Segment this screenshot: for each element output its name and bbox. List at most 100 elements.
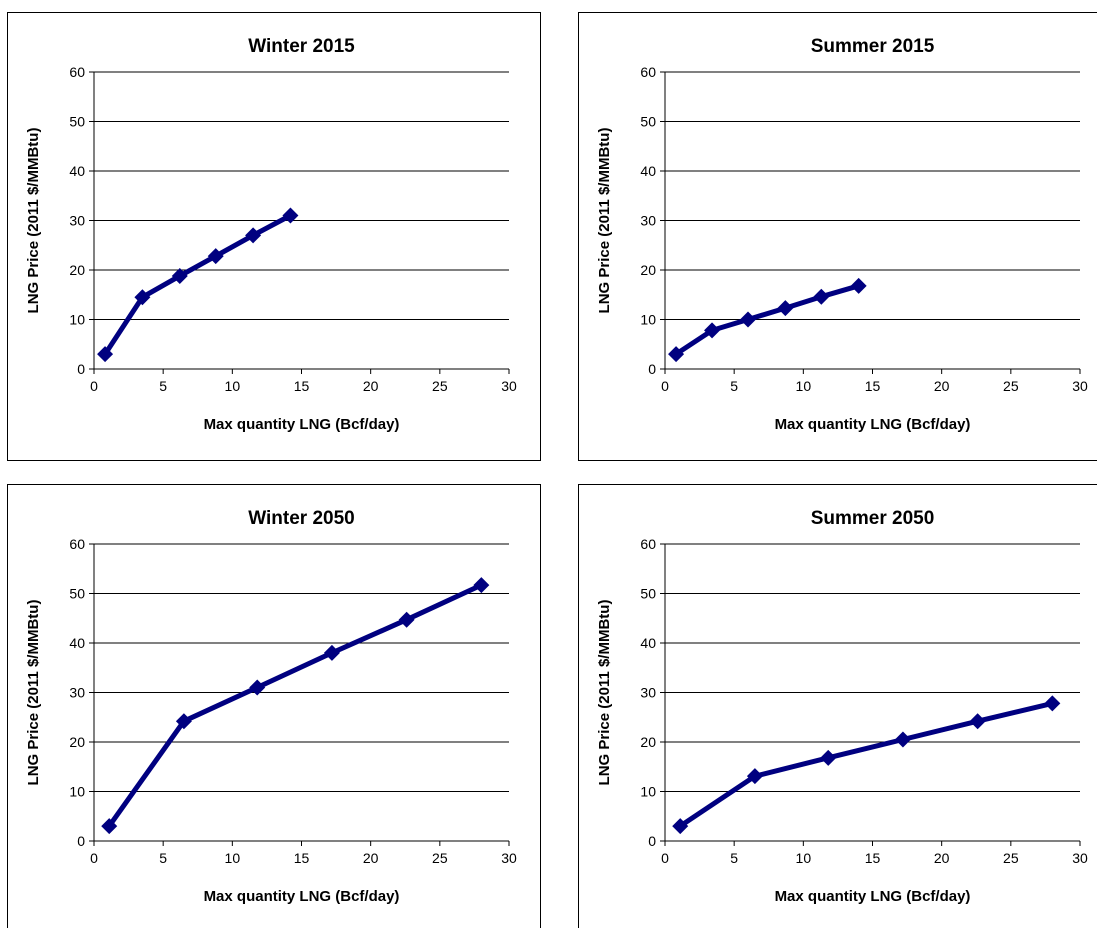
y-tick-label: 40 <box>640 635 656 651</box>
data-point <box>969 713 986 730</box>
chart-panel-winter-2015: Winter 2015 0 10 20 30 40 50 60 0 5 10 15 20 25 30 Max … <box>7 12 541 461</box>
x-tick-label: 10 <box>796 378 812 394</box>
chart-panel-summer-2050: Summer 2050 0 10 20 30 40 50 60 0 5 10 15 20 25 30 Max … <box>578 484 1097 928</box>
chart-summer-2015: Summer 2015 0 10 20 30 40 50 60 0 5 10 15 20 25 30 Max … <box>596 36 1088 433</box>
data-point <box>850 277 867 294</box>
x-tick-label: 30 <box>1072 850 1088 866</box>
x-tick-label: 20 <box>934 850 950 866</box>
y-tick-label: 10 <box>69 312 85 328</box>
y-tick-label: 0 <box>648 833 656 849</box>
data-point <box>473 577 490 594</box>
y-tick-label: 50 <box>69 586 85 602</box>
x-tick-label: 20 <box>934 378 950 394</box>
x-tick-label: 20 <box>363 378 379 394</box>
data-point <box>777 300 794 317</box>
chart-title: Winter 2050 <box>248 508 355 529</box>
y-tick-label: 60 <box>69 64 85 80</box>
y-tick-label: 40 <box>640 163 656 179</box>
y-tick-label: 60 <box>640 536 656 552</box>
x-axis-label: Max quantity LNG (Bcf/day) <box>775 888 971 905</box>
data-point <box>1044 695 1061 712</box>
y-tick-label: 30 <box>640 685 656 701</box>
y-tick-label: 10 <box>640 784 656 800</box>
x-tick-label: 10 <box>225 850 241 866</box>
y-tick-label: 30 <box>69 213 85 229</box>
chart-panel-summer-2015: Summer 2015 0 10 20 30 40 50 60 0 5 10 15 20 25 30 Max … <box>578 12 1097 461</box>
x-tick-label: 25 <box>432 378 448 394</box>
x-tick-label: 5 <box>159 850 167 866</box>
y-tick-label: 20 <box>69 734 85 750</box>
series-line <box>106 582 484 829</box>
chart-winter-2015: Winter 2015 0 10 20 30 40 50 60 0 5 10 15 20 25 30 Max … <box>25 36 517 433</box>
x-tick-label: 15 <box>865 850 881 866</box>
y-tick-label: 20 <box>640 262 656 278</box>
y-tick-label: 40 <box>69 635 85 651</box>
chart-title: Summer 2015 <box>811 36 935 57</box>
data-point <box>171 267 188 284</box>
x-tick-label: 30 <box>501 378 517 394</box>
series-line <box>673 283 862 357</box>
x-tick-label: 20 <box>363 850 379 866</box>
y-tick-label: 10 <box>69 784 85 800</box>
data-point <box>398 611 415 628</box>
chart-title: Summer 2050 <box>811 508 935 529</box>
x-tick-label: 0 <box>661 850 669 866</box>
data-point <box>740 311 756 328</box>
chart-summer-2050: Summer 2050 0 10 20 30 40 50 60 0 5 10 15 20 25 30 Max … <box>596 508 1088 905</box>
x-tick-label: 30 <box>1072 378 1088 394</box>
x-tick-label: 25 <box>432 850 448 866</box>
y-tick-label: 0 <box>648 361 656 377</box>
data-point <box>820 749 837 766</box>
y-axis-label: LNG Price (2011 $/MMBtu) <box>596 600 613 786</box>
x-axis-label: Max quantity LNG (Bcf/day) <box>204 416 400 433</box>
x-tick-label: 10 <box>796 850 812 866</box>
x-axis-label: Max quantity LNG (Bcf/day) <box>775 416 971 433</box>
data-point <box>813 288 830 305</box>
data-point <box>249 679 266 696</box>
y-axis-label: LNG Price (2011 $/MMBtu) <box>25 128 42 314</box>
data-point <box>282 207 299 224</box>
x-axis-label: Max quantity LNG (Bcf/day) <box>204 888 400 905</box>
data-point <box>101 818 118 835</box>
y-tick-label: 20 <box>640 734 656 750</box>
x-tick-label: 15 <box>865 378 881 394</box>
chart-winter-2050: Winter 2050 0 10 20 30 40 50 60 0 5 10 15 20 25 30 Max … <box>25 508 517 905</box>
x-tick-label: 15 <box>294 850 310 866</box>
x-tick-label: 25 <box>1003 378 1019 394</box>
x-tick-label: 25 <box>1003 850 1019 866</box>
y-axis-label: LNG Price (2011 $/MMBtu) <box>596 128 613 314</box>
y-tick-label: 30 <box>69 685 85 701</box>
y-tick-label: 60 <box>640 64 656 80</box>
y-axis-label: LNG Price (2011 $/MMBtu) <box>25 600 42 786</box>
data-point <box>704 322 721 339</box>
x-tick-label: 5 <box>730 850 738 866</box>
series-line <box>102 213 293 357</box>
x-tick-label: 0 <box>90 378 98 394</box>
x-tick-label: 5 <box>730 378 738 394</box>
y-tick-label: 10 <box>640 312 656 328</box>
data-point <box>672 818 689 835</box>
data-point <box>175 713 192 730</box>
data-point <box>97 346 114 363</box>
x-tick-label: 30 <box>501 850 517 866</box>
x-tick-label: 10 <box>225 378 241 394</box>
y-tick-label: 30 <box>640 213 656 229</box>
x-tick-label: 15 <box>294 378 310 394</box>
chart-title: Winter 2015 <box>248 36 355 57</box>
data-point <box>134 289 151 306</box>
data-point <box>746 768 763 785</box>
y-tick-label: 0 <box>77 833 85 849</box>
y-tick-label: 20 <box>69 262 85 278</box>
x-tick-label: 0 <box>90 850 98 866</box>
y-tick-label: 50 <box>640 114 656 130</box>
y-tick-label: 50 <box>640 586 656 602</box>
series-line <box>677 700 1055 829</box>
data-point <box>323 644 340 661</box>
chart-panel-winter-2050: Winter 2050 0 10 20 30 40 50 60 0 5 10 15 20 25 30 Max … <box>7 484 541 928</box>
x-tick-label: 0 <box>661 378 669 394</box>
y-tick-label: 60 <box>69 536 85 552</box>
y-tick-label: 0 <box>77 361 85 377</box>
y-tick-label: 50 <box>69 114 85 130</box>
y-tick-label: 40 <box>69 163 85 179</box>
data-point <box>207 248 224 265</box>
